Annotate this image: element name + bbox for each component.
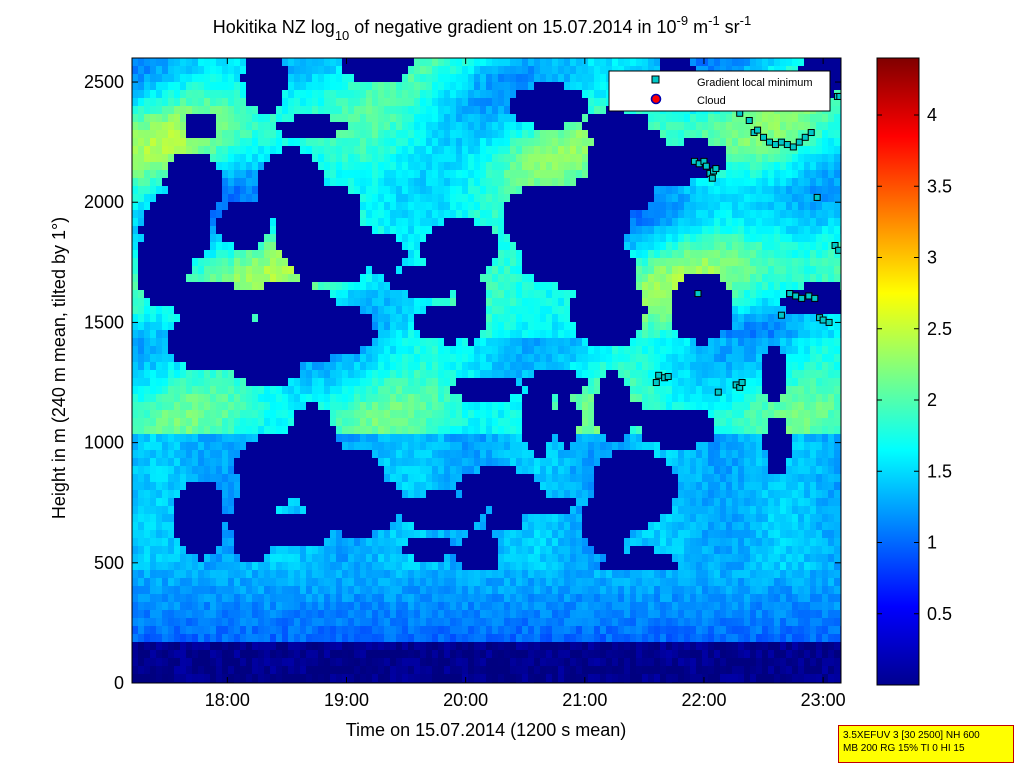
gradient-minimum-markers	[652, 92, 841, 396]
colorbar-tick-label: 0.5	[927, 604, 952, 624]
heatmap-cells	[132, 58, 841, 683]
y-axis: 0 500 1000 1500 2000 2500	[84, 72, 841, 693]
colorbar-tick-label: 2.5	[927, 319, 952, 339]
gradient-minimum-marker	[811, 294, 819, 302]
y-tick-label: 2000	[84, 192, 124, 212]
x-tick-label: 21:00	[562, 690, 607, 710]
x-tick-label: 22:00	[681, 690, 726, 710]
x-axis: 18:00 19:00 20:00 21:00 22:00 23:00	[205, 58, 846, 710]
colorbar-tick-label: 4	[927, 105, 937, 125]
gradient-minimum-marker	[712, 165, 720, 173]
legend-box	[608, 70, 831, 112]
gradient-minimum-marker	[777, 138, 785, 146]
legend-label-gradient: Gradient local minimum	[697, 77, 813, 89]
colorbar-tick-label: 1.5	[927, 461, 952, 481]
gradient-minimum-marker	[831, 242, 839, 249]
gradient-minimum-marker	[745, 117, 753, 124]
legend-label-cloud: Cloud	[697, 95, 726, 107]
gradient-minimum-marker	[786, 290, 794, 298]
x-tick-label: 23:00	[801, 690, 846, 710]
x-tick-label: 18:00	[205, 690, 250, 710]
y-tick-label: 1500	[84, 312, 124, 332]
x-tick-label: 20:00	[443, 690, 488, 710]
gradient-minimum-marker	[825, 318, 833, 326]
gradient-minimum-marker	[801, 133, 809, 141]
gradient-minimum-marker	[836, 92, 841, 100]
gradient-minimum-marker	[708, 174, 716, 182]
legend: Gradient local minimum Cloud	[608, 70, 831, 112]
x-tick-label: 19:00	[324, 690, 369, 710]
gradient-minimum-marker	[714, 388, 722, 396]
info-box-line2: MB 200 RG 15% TI 0 HI 15	[843, 743, 965, 754]
colorbar	[876, 57, 920, 686]
y-tick-label: 0	[114, 673, 124, 693]
colorbar-ticks: 0.5 1 1.5 2 2.5 3 3.5 4	[877, 105, 952, 624]
gradient-minimum-marker	[754, 126, 762, 134]
gradient-minimum-marker	[792, 292, 800, 300]
info-box-line1: 3.5XEFUV 3 [30 2500] NH 600	[843, 730, 980, 741]
plot-frame	[131, 57, 842, 684]
gradient-minimum-marker	[819, 316, 827, 324]
gradient-minimum-marker	[771, 141, 779, 149]
legend-circle-icon	[650, 93, 662, 105]
gradient-minimum-marker	[783, 141, 791, 149]
legend-square-icon	[651, 75, 660, 84]
gradient-minimum-marker	[702, 162, 710, 170]
gradient-minimum-marker	[798, 294, 806, 302]
x-axis-label: Time on 15.07.2014 (1200 s mean)	[346, 720, 627, 740]
y-axis-label: Height in m (240 m mean, tilted by 1°)	[49, 217, 69, 519]
colorbar-tick-label: 3	[927, 248, 937, 268]
gradient-minimum-marker	[766, 138, 774, 146]
gradient-minimum-marker	[777, 311, 785, 319]
colorbar-tick-label: 2	[927, 390, 937, 410]
gradient-minimum-marker	[805, 292, 813, 300]
chart-title: Hokitika NZ log10 of negative gradient o…	[213, 13, 751, 43]
gradient-minimum-marker	[694, 290, 702, 298]
colorbar-tick-label: 3.5	[927, 176, 952, 196]
gradient-minimum-marker	[760, 133, 768, 141]
gradient-minimum-marker	[795, 138, 803, 146]
y-tick-label: 500	[94, 553, 124, 573]
gradient-minimum-marker	[807, 129, 815, 137]
colorbar-tick-label: 1	[927, 533, 937, 553]
gradient-minimum-marker	[813, 193, 821, 201]
gradient-minimum-marker	[789, 143, 797, 151]
gradient-minimum-marker	[655, 371, 663, 379]
y-tick-label: 1000	[84, 433, 124, 453]
info-box: 3.5XEFUV 3 [30 2500] NH 600 MB 200 RG 15…	[838, 725, 1014, 763]
gradient-minimum-marker	[835, 246, 841, 254]
gradient-minimum-marker	[664, 373, 672, 381]
y-tick-label: 2500	[84, 72, 124, 92]
gradient-minimum-marker	[652, 379, 660, 387]
gradient-minimum-marker	[738, 379, 746, 387]
